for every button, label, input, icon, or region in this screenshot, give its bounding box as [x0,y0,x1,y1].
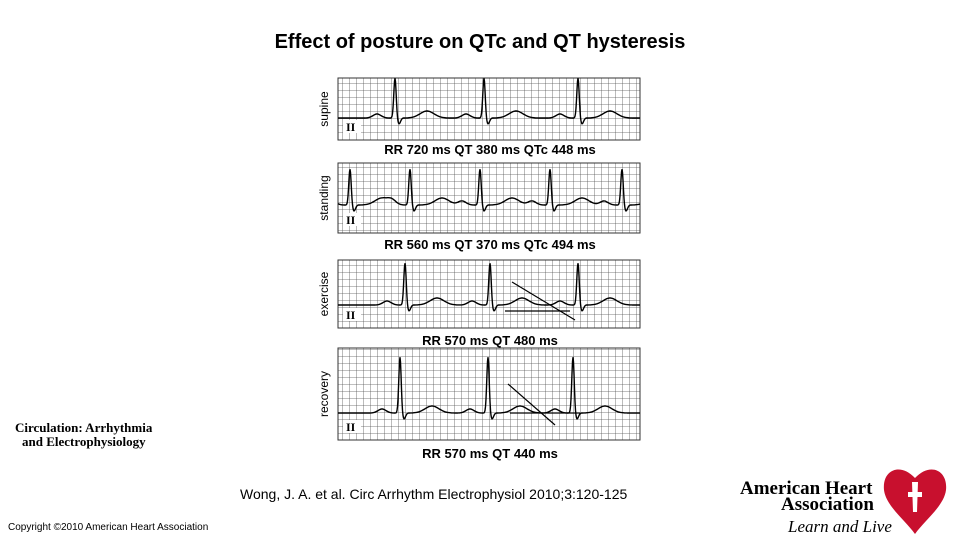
ecg-trace [338,78,640,125]
panel-caption: RR 560 ms QT 370 ms QTc 494 ms [384,237,595,252]
lead-box [343,213,361,226]
ecg-trace [338,263,640,312]
panel-label: recovery [317,371,331,417]
torch-icon [908,482,922,512]
panel-label: supine [317,91,331,127]
copyright: Copyright ©2010 American Heart Associati… [8,522,208,533]
ecg-grid [337,77,641,141]
ecg-trace [337,169,641,212]
citation: Wong, J. A. et al. Circ Arrhythm Electro… [240,486,627,502]
aha-logo: American Heart Association Learn and Liv… [740,469,947,536]
lead-box [343,120,361,133]
ecg-panels: II supine RR 720 ms QT 380 ms QTc 448 ms II… [317,77,641,461]
journal-line: Circulation: Arrhythmia [15,420,153,435]
lead-label: II [346,420,356,434]
panel-caption: RR 570 ms QT 440 ms [422,446,558,461]
ecg-grid [337,259,641,329]
logo-line: Association [781,494,874,515]
panel-label: standing [317,175,331,220]
lead-box [343,308,361,321]
logo-tagline: Learn and Live [787,517,892,536]
panel-caption: RR 720 ms QT 380 ms QTc 448 ms [384,142,595,157]
lead-box [343,420,361,433]
logo-line: American Heart [740,478,873,499]
ecg-trace [338,357,640,420]
panel-label: exercise [317,271,331,316]
panel-caption: RR 570 ms QT 480 ms [422,333,558,348]
journal-line: and Electrophysiology [22,434,146,449]
qt-line [507,383,556,426]
lead-label: II [346,213,356,227]
title: Effect of posture on QTc and QT hysteres… [275,31,686,53]
qt-line [511,281,576,321]
lead-label: II [346,308,356,322]
lead-label: II [346,120,356,134]
